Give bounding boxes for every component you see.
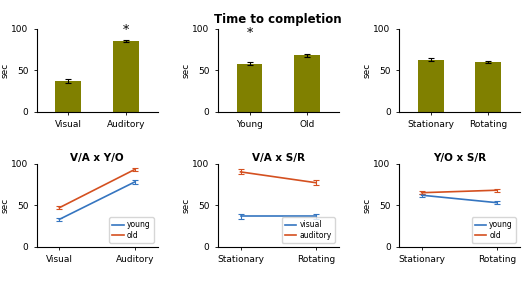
Title: V/A x S/R: V/A x S/R <box>252 153 304 163</box>
Bar <box>294 55 320 112</box>
Bar <box>475 62 501 112</box>
Y-axis label: sec: sec <box>182 63 191 78</box>
Bar <box>418 59 444 112</box>
Text: *: * <box>246 26 253 40</box>
Legend: young, old: young, old <box>109 217 154 243</box>
Title: V/A x Y/O: V/A x Y/O <box>70 153 124 163</box>
Legend: young, old: young, old <box>471 217 516 243</box>
Y-axis label: sec: sec <box>182 197 191 213</box>
Legend: visual, auditory: visual, auditory <box>282 217 335 243</box>
Bar <box>237 64 262 112</box>
Text: *: * <box>123 24 129 37</box>
Title: Time to completion: Time to completion <box>214 13 342 26</box>
Bar <box>113 41 139 112</box>
Y-axis label: sec: sec <box>1 63 10 78</box>
Title: Y/O x S/R: Y/O x S/R <box>433 153 486 163</box>
Bar <box>56 81 81 112</box>
Y-axis label: sec: sec <box>363 63 372 78</box>
Y-axis label: sec: sec <box>363 197 372 213</box>
Y-axis label: sec: sec <box>1 197 10 213</box>
